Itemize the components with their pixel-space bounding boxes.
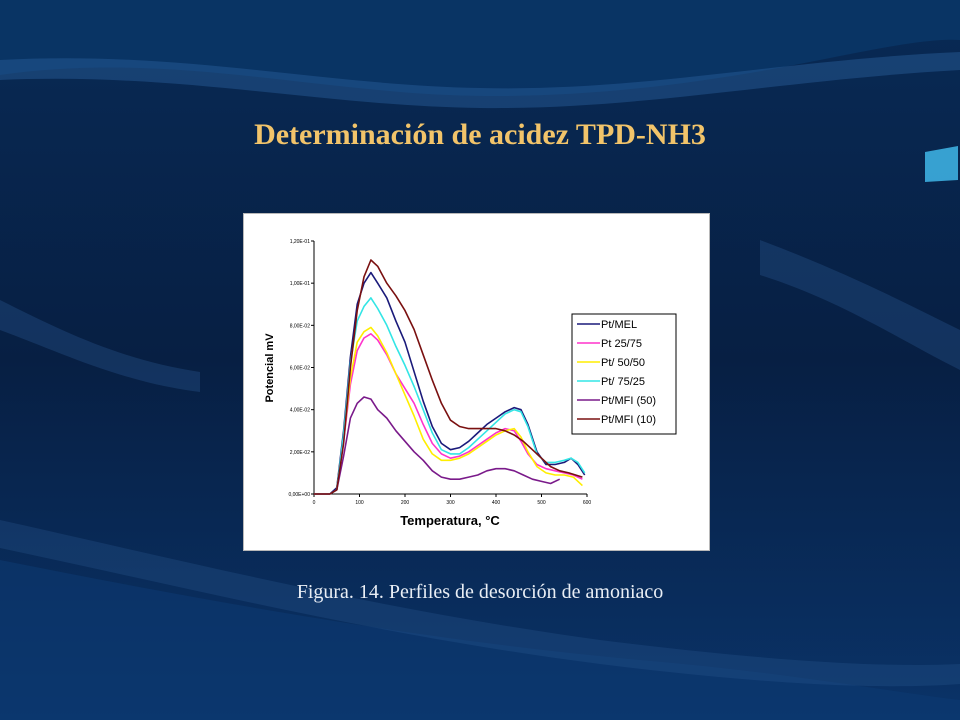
y-tick-label: 1,20E-01 xyxy=(290,239,311,245)
y-tick-label: 2,00E-02 xyxy=(290,450,311,456)
background-swoosh-top-band xyxy=(0,52,960,109)
chart-axes: 0,00E+00 2,00E-02 4,00E-02 6,00E-02 8,00E-02… xyxy=(288,239,591,506)
x-axis-title: Temperatura, °C xyxy=(400,513,500,528)
legend-label-3: Pt/ 50/50 xyxy=(601,357,645,369)
x-tick-label: 0 xyxy=(313,500,316,506)
legend-label-1: Pt/MEL xyxy=(601,319,637,331)
legend-label-5: Pt/MFI (50) xyxy=(601,395,656,407)
background-swoosh-bottom-band xyxy=(0,520,960,687)
chart-series-layer xyxy=(314,259,586,495)
background-swoosh-left xyxy=(0,300,200,392)
chart-legend: Pt/MEL Pt 25/75 Pt/ 50/50 Pt/ 75/25 Pt/MFI … xyxy=(571,313,677,435)
y-tick-label: 8,00E-02 xyxy=(290,323,311,329)
chart-frame: 0,00E+00 2,00E-02 4,00E-02 6,00E-02 8,00E-02… xyxy=(243,213,710,551)
legend-label-6: Pt/MFI (10) xyxy=(601,414,656,426)
y-tick-label: 0,00E+00 xyxy=(288,492,310,498)
x-tick-label: 400 xyxy=(492,500,501,506)
series-line-5 xyxy=(314,396,561,495)
legend-box xyxy=(571,313,677,435)
x-tick-label: 200 xyxy=(401,500,410,506)
figure-caption: Figura. 14. Perfiles de desorción de amo… xyxy=(296,581,664,603)
background-swoosh-top xyxy=(0,0,960,97)
x-tick-label: 300 xyxy=(446,500,455,506)
series-line-6 xyxy=(314,259,583,495)
background-accent-tab xyxy=(925,146,958,182)
background-swoosh-right xyxy=(760,240,960,370)
slide-title: Determinación de acidez TPD-NH3 xyxy=(254,118,706,151)
x-tick-label: 500 xyxy=(537,500,546,506)
legend-label-2: Pt 25/75 xyxy=(601,338,642,350)
y-tick-label: 6,00E-02 xyxy=(290,366,311,372)
x-tick-label: 600 xyxy=(583,500,592,506)
series-line-3 xyxy=(314,326,583,495)
x-tick-label: 100 xyxy=(355,500,364,506)
y-tick-label: 4,00E-02 xyxy=(290,408,311,414)
background-swoosh-bottom xyxy=(0,560,960,720)
y-axis-title: Potencial mV xyxy=(264,333,276,403)
legend-label-4: Pt/ 75/25 xyxy=(601,376,645,388)
y-tick-label: 1,00E-01 xyxy=(290,281,311,287)
tpd-nh3-line-chart: 0,00E+00 2,00E-02 4,00E-02 6,00E-02 8,00E-02… xyxy=(264,239,677,528)
